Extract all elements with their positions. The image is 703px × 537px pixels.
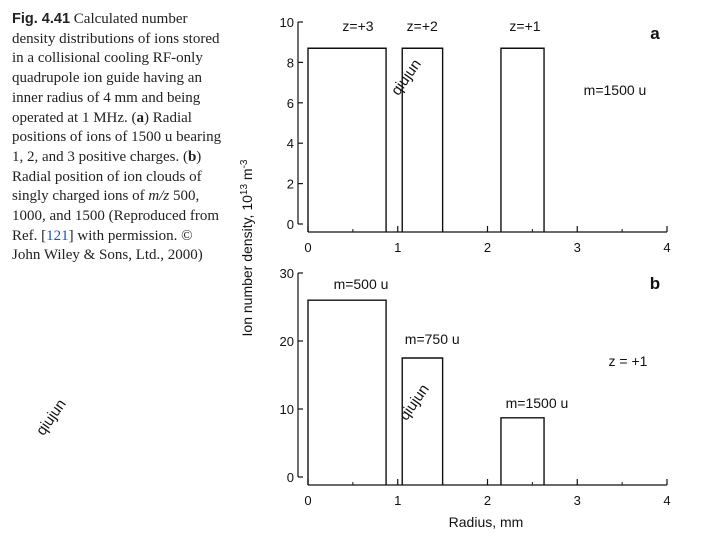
x-tick-label: 0 [304,240,311,255]
bar [401,357,444,485]
x-tick-label: 4 [663,493,670,508]
y-tick-label: 4 [287,136,294,151]
caption-text-3: ) Radial position of ion clouds of singl… [12,148,202,205]
figure-caption: Fig. 4.41 Calculated number density dist… [12,10,224,266]
bar-label: z=+2 [407,18,438,34]
bar-label: z=+3 [342,18,373,34]
watermark: qiujun [396,381,433,424]
y-axis-label: Ion number density, 1013 m-3 [239,159,255,336]
reference-link[interactable]: 121 [46,227,69,244]
y-tick-label: 0 [287,217,294,232]
x-tick-label: 3 [574,240,581,255]
watermarks: qiujun qiujun qiujun [33,56,433,439]
bar [500,417,545,485]
x-tick-label: 2 [484,493,491,508]
bar [401,47,444,232]
watermark: qiujun [33,396,70,439]
bar [307,299,387,485]
y-tick-label: 10 [280,15,294,30]
bar-label: m=500 u [334,276,389,292]
y-tick-label: 30 [280,266,294,281]
caption-text-1: Calculated number density distributions … [12,11,220,126]
bar-label: m=750 u [405,331,460,347]
x-tick-label: 0 [304,493,311,508]
caption-part-b: b [187,148,197,165]
caption-part-a: a [136,109,145,126]
x-tick-label: 2 [484,240,491,255]
caption-text-2: ) Radial positions of ions of 1500 u bea… [12,109,222,165]
panel-annotation: m=1500 u [584,82,647,98]
x-tick-label: 3 [574,493,581,508]
caption-mz: m/z [148,188,170,205]
figure-label: Fig. 4.41 [12,11,71,27]
caption-text-4: 500, 1000, and 1500 (Reproduced from Ref… [12,188,220,244]
y-tick-label: 2 [287,177,294,192]
panel-label: b [650,274,660,293]
bar [500,47,545,232]
y-tick-label: 0 [287,470,294,485]
watermark: qiujun [388,56,425,99]
x-tick-label: 4 [663,240,670,255]
caption-text-5: ] with permission. © John Wiley & Sons, … [12,227,203,264]
y-tick-label: 10 [280,402,294,417]
x-tick-label: 1 [394,240,401,255]
bar [307,47,387,232]
panel-b: 0 10 20 30 0 1 2 3 4 m=500 u m=750 u m=1500 u b z = +… [280,266,671,508]
panel-annotation: z = +1 [609,353,648,369]
y-tick-label: 6 [287,96,294,111]
panel-a: 0 2 4 6 8 10 0 1 2 3 4 z=+3 z=+2 z=+1 a m=1500 u [280,15,671,255]
bar-label: m=1500 u [506,395,569,411]
panel-label: a [650,24,660,43]
y-tick-label: 20 [280,334,294,349]
bar-label: z=+1 [509,18,540,34]
x-tick-label: 1 [394,493,401,508]
y-tick-label: 8 [287,55,294,70]
x-axis-label: Radius, mm [449,514,524,530]
